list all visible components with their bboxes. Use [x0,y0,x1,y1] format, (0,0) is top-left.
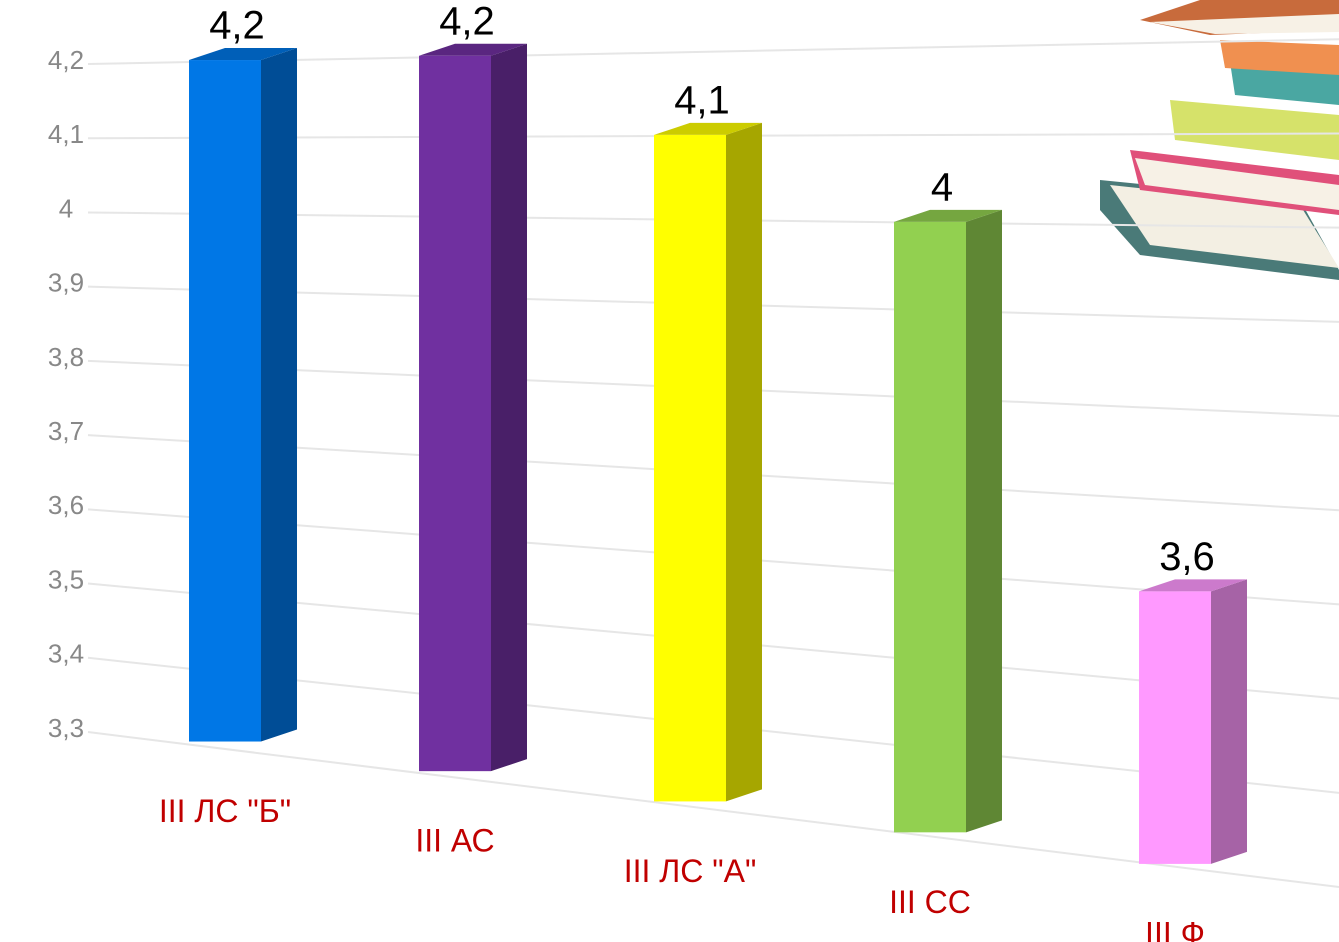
x-tick-label: III ЛС "А" [624,853,757,889]
x-tick-label: III ЛС "Б" [159,793,291,829]
value-label: 4,2 [209,4,265,48]
bar-side [966,209,1002,833]
bar-side [491,43,527,772]
bar-top [894,209,1002,222]
bar [894,221,966,833]
value-label: 4,1 [674,78,730,122]
bar [189,60,261,742]
y-tick-label: 4 [59,193,73,223]
bar [419,55,491,772]
bar-side [726,122,762,802]
value-label: 4 [931,165,953,209]
bar-top [654,122,762,135]
y-tick-label: 3,7 [48,416,84,446]
y-tick-label: 3,6 [48,490,84,520]
bar-side [1211,579,1247,864]
books-decoration [1100,0,1339,280]
bar-top [419,43,527,56]
value-label: 3,6 [1159,535,1215,579]
x-tick-label: III СС [889,884,971,920]
bar [1139,591,1211,864]
y-tick-label: 3,8 [48,342,84,372]
bar-side [261,48,297,742]
bar [654,134,726,802]
y-tick-label: 3,3 [48,713,84,743]
value-label: 4,2 [439,0,495,43]
y-tick-label: 3,4 [48,639,84,669]
y-tick-label: 4,1 [48,119,84,149]
x-tick-label: III Ф [1145,915,1205,942]
grid-line [87,731,1339,889]
y-tick-label: 4,2 [48,45,84,75]
bar-top [1139,579,1247,592]
y-tick-label: 3,9 [48,268,84,298]
y-tick-label: 3,5 [48,564,84,594]
bar-top [189,48,297,61]
x-tick-label: III АС [415,823,494,859]
bars: 4,2 III ЛС "Б" 4,2 III АС 4,1 III ЛС "А" 4 III … [159,0,1247,942]
